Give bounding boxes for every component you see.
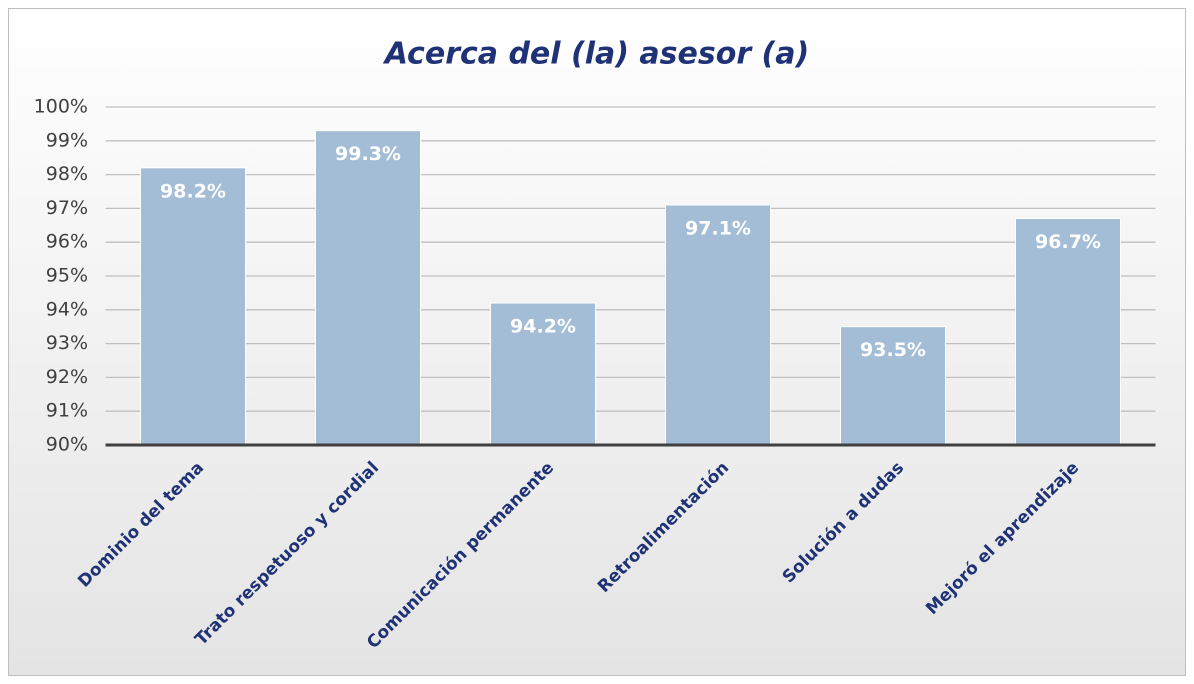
bar <box>665 204 771 446</box>
data-label: 93.5% <box>860 339 926 361</box>
y-tick-label: 98% <box>46 163 88 185</box>
y-tick-label: 94% <box>46 298 88 320</box>
bar <box>140 167 246 446</box>
bar <box>1015 218 1121 446</box>
bar <box>490 302 596 446</box>
data-label: 94.2% <box>510 316 576 338</box>
data-label: 96.7% <box>1035 231 1101 253</box>
chart-title: Acerca del (la) asesor (a) <box>383 37 809 72</box>
y-tick-label: 99% <box>46 129 88 151</box>
y-tick-label: 93% <box>46 332 88 354</box>
bar <box>840 326 946 446</box>
y-tick-label: 97% <box>46 197 88 219</box>
y-tick-label: 96% <box>46 231 88 253</box>
y-tick-label: 100% <box>34 96 88 118</box>
y-tick-label: 92% <box>46 366 88 388</box>
bar <box>315 130 421 446</box>
y-tick-label: 95% <box>46 265 88 287</box>
data-label: 99.3% <box>335 143 401 165</box>
y-tick-label: 91% <box>46 400 88 422</box>
data-label: 98.2% <box>160 180 226 202</box>
y-tick-label: 90% <box>46 434 88 456</box>
data-label: 97.1% <box>685 218 751 240</box>
